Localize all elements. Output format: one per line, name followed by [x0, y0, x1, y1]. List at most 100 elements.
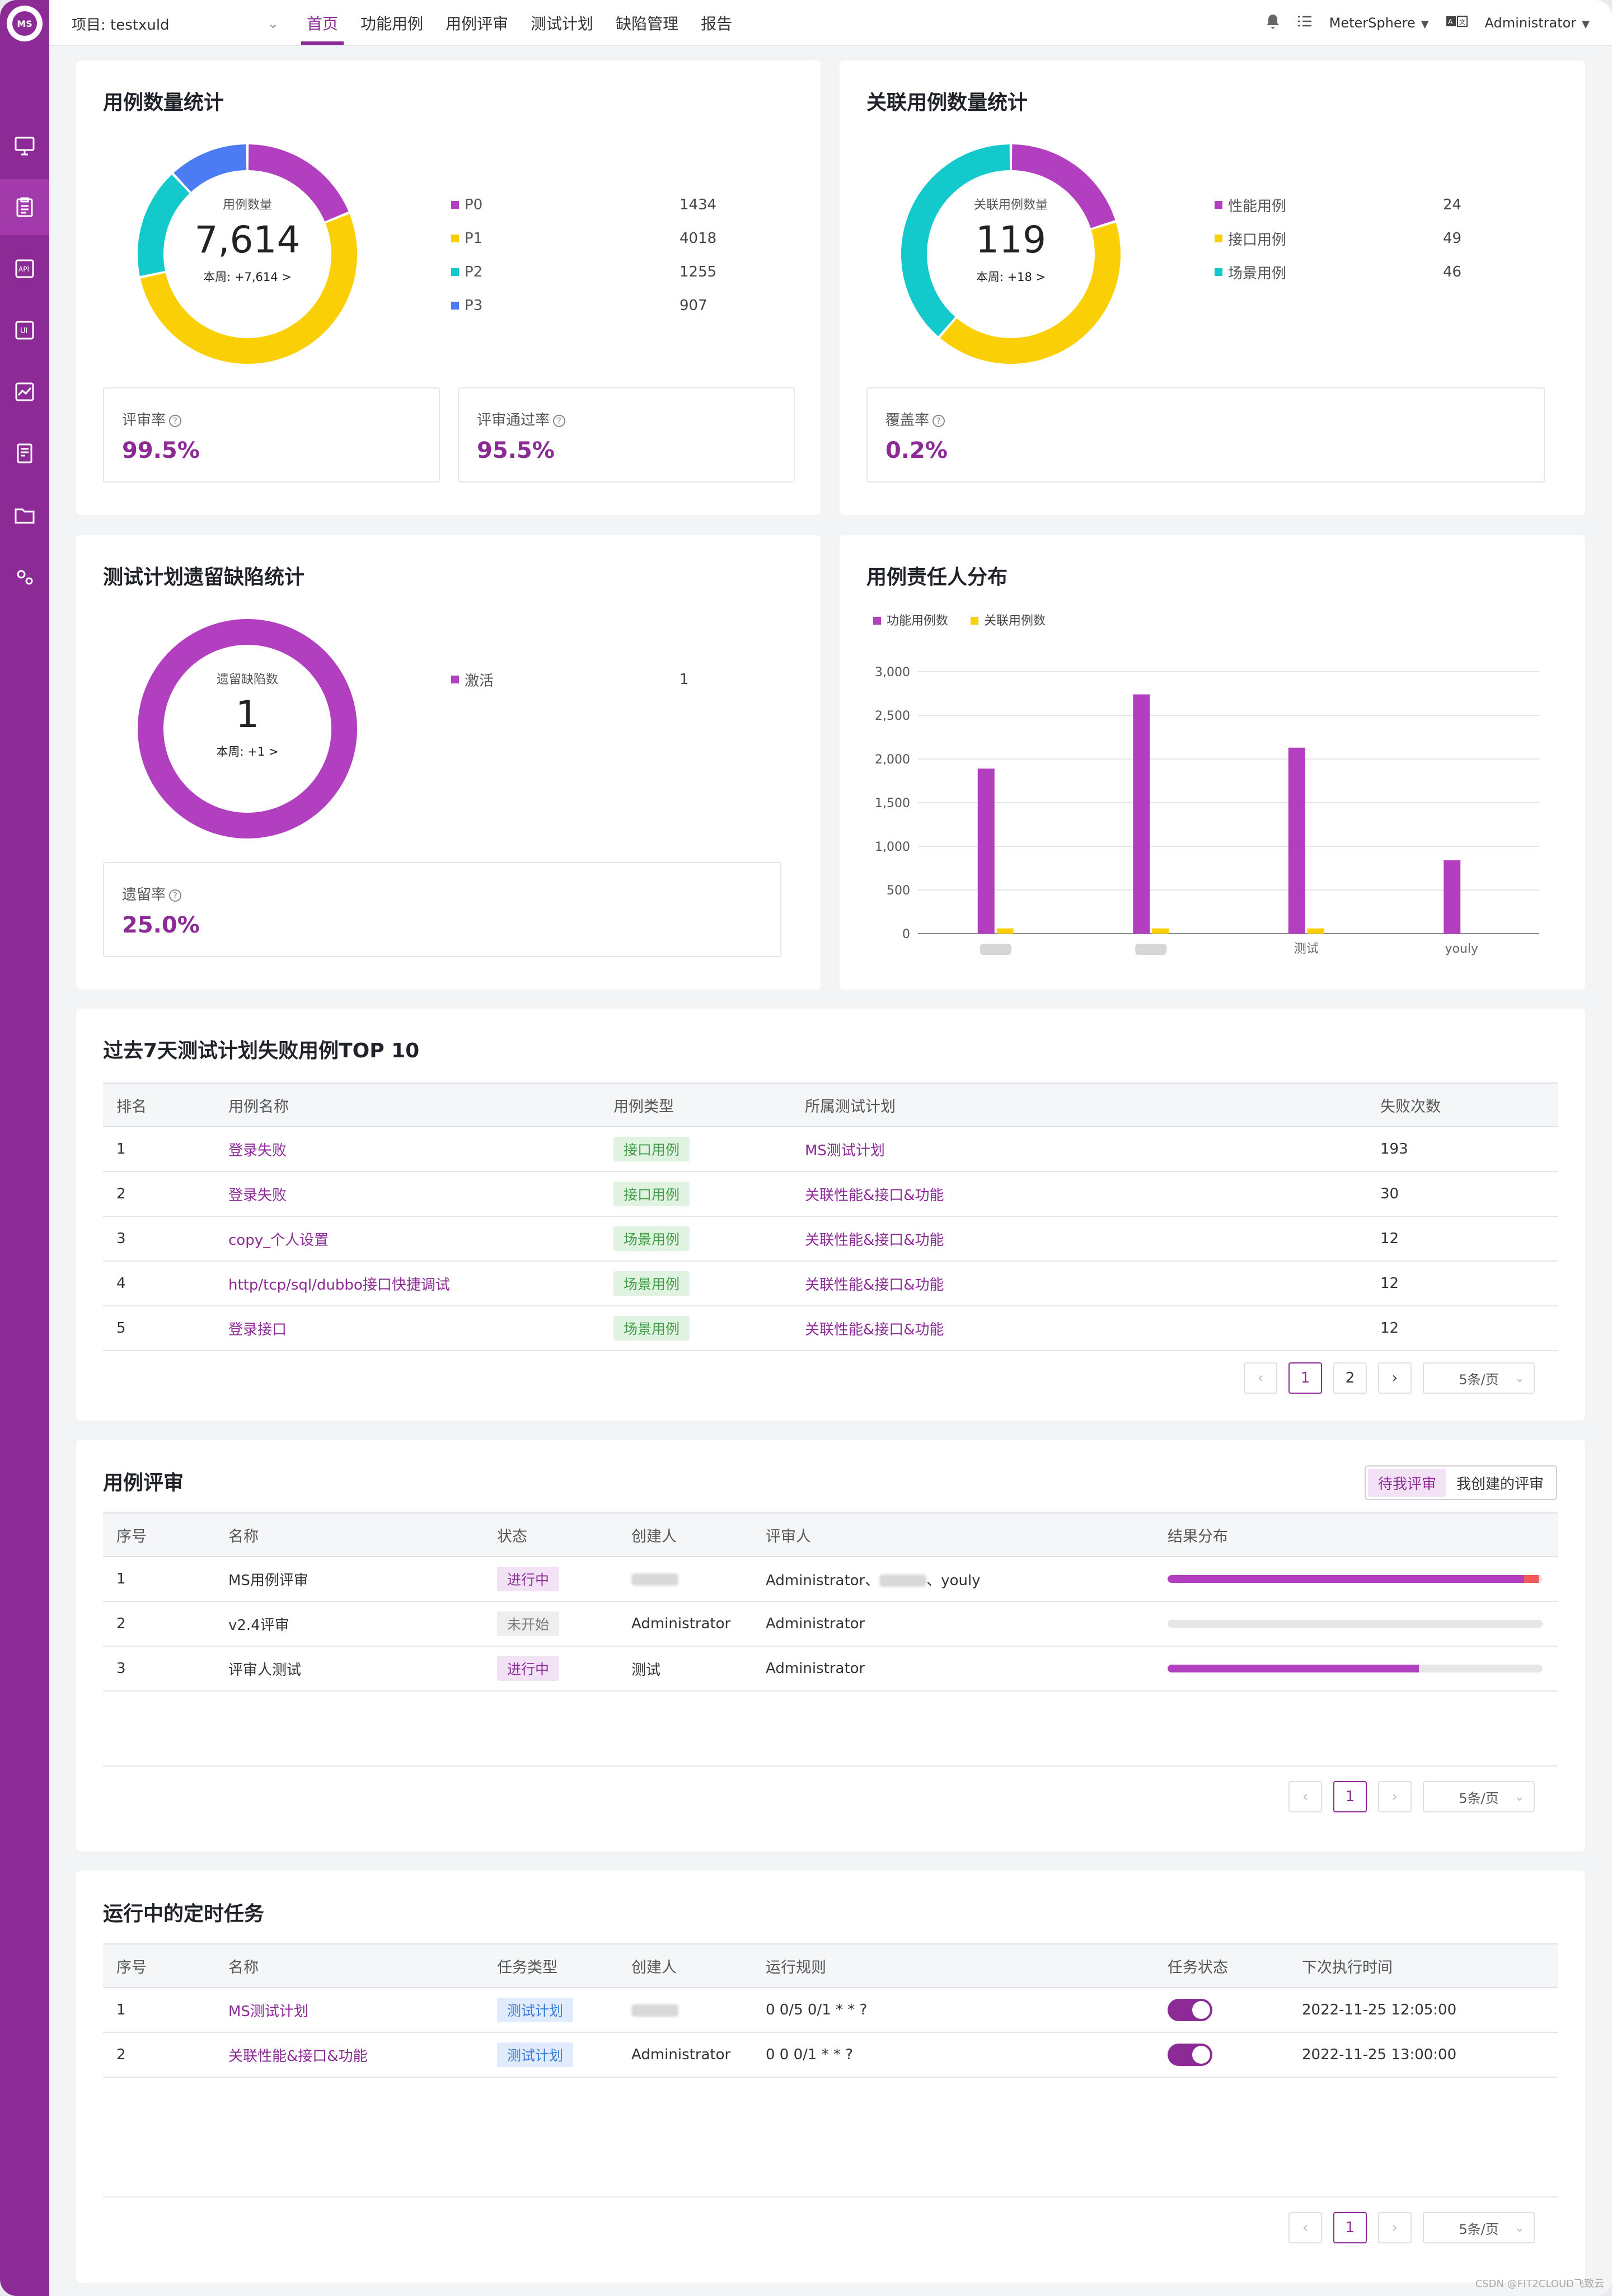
menu-functional-case[interactable]: 功能用例: [360, 15, 424, 33]
name-cell: v2.4评审: [215, 1601, 484, 1647]
bar[interactable]: [1444, 860, 1461, 934]
nav-project-icon[interactable]: [0, 487, 49, 543]
bar[interactable]: [996, 928, 1014, 934]
stat-value: 99.5%: [122, 438, 200, 463]
case-name-link[interactable]: 登录接口: [228, 1321, 287, 1338]
test-plan-link[interactable]: MS测试计划: [805, 1142, 885, 1159]
task-list-icon[interactable]: [1297, 15, 1313, 31]
help-icon[interactable]: ?: [169, 415, 182, 427]
page-button[interactable]: 2: [1333, 1362, 1367, 1394]
case-name-cell: 登录失败: [215, 1127, 600, 1172]
number-cell: 2: [103, 2032, 215, 2078]
task-name-link[interactable]: 关联性能&接口&功能: [228, 2047, 368, 2065]
table-row[interactable]: 1 MS用例评审 进行中 Administrator、 、youly: [103, 1557, 1558, 1602]
donut-segment[interactable]: [140, 214, 357, 364]
stat-label: 覆盖率?: [885, 409, 945, 429]
nav-ui-icon[interactable]: UI: [0, 302, 49, 358]
next-page-button[interactable]: ›: [1378, 1781, 1412, 1812]
tab-my-created-review[interactable]: 我创建的评审: [1456, 1475, 1544, 1493]
nav-report-icon[interactable]: [0, 425, 49, 481]
table-row[interactable]: 2 v2.4评审 未开始 Administrator Administrator: [103, 1601, 1558, 1647]
test-plan-link[interactable]: 关联性能&接口&功能: [805, 1231, 944, 1249]
number-cell: 1: [103, 1557, 215, 1602]
tab-my-pending-review[interactable]: 待我评审: [1367, 1469, 1446, 1497]
workspace-selector[interactable]: MeterSphere ▼: [1329, 15, 1429, 31]
next-page-button[interactable]: ›: [1378, 2212, 1412, 2243]
page-button[interactable]: 1: [1333, 1781, 1367, 1812]
bar[interactable]: [977, 769, 995, 934]
page-size-select[interactable]: 5条/页 ⌄: [1423, 1781, 1535, 1812]
prev-page-button[interactable]: ‹: [1244, 1362, 1277, 1394]
nav-settings-icon[interactable]: [0, 549, 49, 605]
cron-rule: 0 0 0/1 * * ?: [766, 2046, 854, 2063]
week-increase-link[interactable]: 本周: +18 >: [976, 270, 1046, 284]
donut-segment[interactable]: [248, 144, 349, 222]
test-plan-link[interactable]: 关联性能&接口&功能: [805, 1276, 944, 1294]
bell-icon[interactable]: [1266, 13, 1280, 32]
legend-item: 接口用例 49: [1215, 222, 1562, 255]
case-name-cell: http/tcp/sql/dubbo接口快捷调试: [215, 1261, 600, 1306]
nav-performance-icon[interactable]: [0, 364, 49, 420]
donut-segment[interactable]: [138, 174, 190, 277]
case-name-link[interactable]: http/tcp/sql/dubbo接口快捷调试: [228, 1276, 450, 1294]
help-icon[interactable]: ?: [932, 415, 945, 427]
table-row[interactable]: 3 评审人测试 进行中 测试 Administrator: [103, 1646, 1558, 1691]
column-header: 失败次数: [1367, 1083, 1558, 1127]
task-status-toggle[interactable]: [1168, 1999, 1212, 2021]
legend-label: 性能用例: [1228, 198, 1287, 215]
prev-page-button[interactable]: ‹: [1288, 1781, 1322, 1812]
prev-page-button[interactable]: ‹: [1288, 2212, 1322, 2243]
stat-label-text: 评审率: [122, 412, 166, 429]
test-plan-link[interactable]: 关联性能&接口&功能: [805, 1187, 944, 1204]
case-name-link[interactable]: copy_个人设置: [228, 1231, 329, 1249]
case-name-link[interactable]: 登录失败: [228, 1142, 287, 1159]
case-name-link[interactable]: 登录失败: [228, 1187, 287, 1204]
week-increase-link[interactable]: 本周: +1 >: [216, 745, 279, 758]
page-size-select[interactable]: 5条/页 ⌄: [1423, 1362, 1535, 1394]
bar[interactable]: [1307, 928, 1324, 934]
menu-issue[interactable]: 缺陷管理: [616, 15, 679, 33]
donut-center-label: 用例数量: [222, 198, 272, 212]
nav-api-icon[interactable]: API: [0, 241, 49, 297]
bar[interactable]: [1133, 694, 1150, 934]
bar[interactable]: [1288, 747, 1305, 934]
page-button[interactable]: 1: [1288, 1362, 1322, 1394]
menu-test-plan[interactable]: 测试计划: [531, 15, 594, 33]
menu-home[interactable]: 首页: [296, 0, 349, 46]
help-icon[interactable]: ?: [553, 415, 566, 427]
task-status-toggle[interactable]: [1168, 2044, 1212, 2066]
table-row: 2 关联性能&接口&功能 测试计划 Administrator 0 0 0/1 * * …: [103, 2032, 1558, 2078]
task-name-link[interactable]: MS测试计划: [228, 2003, 308, 2020]
user-menu[interactable]: Administrator ▼: [1485, 15, 1590, 31]
fail-count-text: 12: [1380, 1320, 1399, 1337]
legend-swatch: [451, 235, 459, 242]
donut-segment[interactable]: [901, 144, 1010, 336]
help-icon[interactable]: ?: [169, 889, 182, 902]
nav-track-icon[interactable]: [0, 179, 49, 235]
legend-value: 24: [1443, 196, 1462, 213]
stat-label: 遗留率?: [122, 883, 182, 904]
menu-report[interactable]: 报告: [701, 15, 733, 33]
next-page-button[interactable]: ›: [1378, 1362, 1412, 1394]
logo[interactable]: MS: [7, 6, 43, 41]
case-type-cell: 场景用例: [600, 1306, 791, 1351]
week-increase-link[interactable]: 本周: +7,614 >: [203, 270, 292, 284]
menu-case-review[interactable]: 用例评审: [446, 15, 509, 33]
card-title: 运行中的定时任务: [103, 1903, 265, 1925]
workspace-name: MeterSphere: [1329, 15, 1416, 31]
column-header: 下次执行时间: [1288, 1943, 1558, 1988]
page-button[interactable]: 1: [1333, 2212, 1367, 2243]
remain-rate-box: 遗留率? 25.0%: [103, 862, 781, 957]
project-selector[interactable]: 项目: testxuld ⌄: [72, 12, 279, 35]
donut-segment[interactable]: [174, 144, 247, 192]
bar[interactable]: [1152, 928, 1169, 934]
donut-segment[interactable]: [940, 222, 1121, 364]
page-size-select[interactable]: 5条/页 ⌄: [1423, 2212, 1535, 2243]
nav-workstation-icon[interactable]: [0, 118, 49, 174]
case-count-legend: P0 1434 P1 4018 P2 1255 P3 907: [451, 188, 798, 322]
test-plan-link[interactable]: 关联性能&接口&功能: [805, 1321, 944, 1338]
table-row: 2 登录失败 接口用例 关联性能&接口&功能 30: [103, 1172, 1558, 1217]
donut-segment[interactable]: [1011, 144, 1116, 228]
